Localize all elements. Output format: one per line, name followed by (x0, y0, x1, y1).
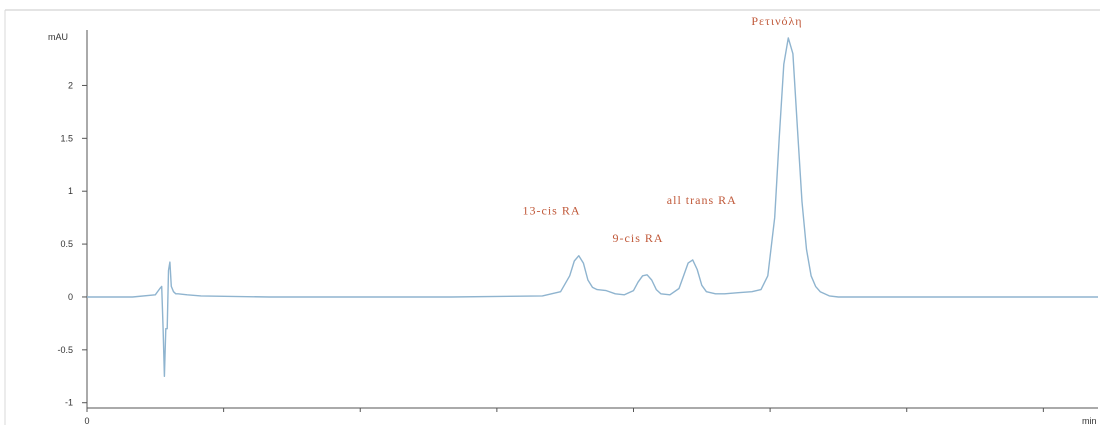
y-tick-label: 1 (68, 186, 73, 196)
peak-label: 13-cis RA (523, 203, 581, 217)
x-axis-label: min (1082, 416, 1097, 425)
y-ticks: -1 -0.5 0 0.5 1 1.5 2 (57, 80, 87, 408)
y-axis-label: mAU (48, 32, 68, 42)
y-tick-label: -0.5 (57, 345, 73, 355)
y-tick-label: 1.5 (60, 133, 73, 143)
peak-label: 9-cis RA (613, 231, 664, 245)
y-tick-label: 0.5 (60, 239, 73, 249)
peak-label: all trans RA (667, 193, 737, 207)
chart-frame (4, 9, 1100, 425)
peak-label: Ρετινόλη (751, 14, 802, 28)
trace-group (87, 37, 1098, 377)
y-tick-label: 0 (68, 292, 73, 302)
axes: mAU min (48, 30, 1098, 426)
peak-annotations: Ρετινόλη 13-cis RA 9-cis RA all trans RA (523, 14, 802, 245)
chromatogram-trace (87, 37, 1098, 377)
x-tick-label: 0 (84, 416, 89, 425)
y-tick-label: -1 (65, 398, 73, 408)
x-ticks: 0 (84, 408, 1044, 426)
y-tick-label: 2 (68, 80, 73, 90)
